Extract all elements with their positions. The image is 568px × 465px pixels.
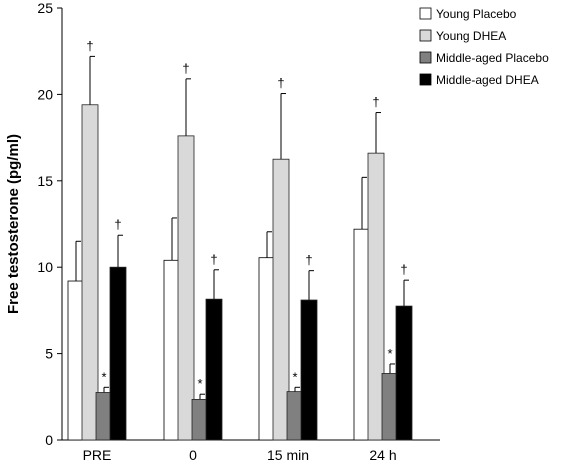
bar: [177, 135, 195, 441]
y-tick-label: 25: [37, 0, 53, 16]
bar: [272, 158, 290, 441]
legend-swatch: [419, 73, 432, 86]
x-tick-label: 0: [189, 447, 197, 463]
x-tick-label: 24 h: [369, 447, 396, 463]
y-tick-label: 20: [37, 86, 53, 102]
asterisk-marker: *: [292, 369, 297, 384]
bar: [367, 152, 385, 441]
dagger-marker: †: [210, 252, 217, 267]
legend-swatch: [419, 29, 432, 42]
y-tick-label: 0: [45, 432, 53, 448]
legend-swatch: [419, 7, 432, 20]
y-tick-label: 15: [37, 173, 53, 189]
dagger-marker: †: [372, 95, 379, 110]
legend-swatch: [419, 51, 432, 64]
legend-label: Middle-aged Placebo: [436, 51, 549, 65]
x-tick-label: 15 min: [267, 447, 309, 463]
bar: [67, 280, 85, 441]
dagger-marker: †: [182, 61, 189, 76]
asterisk-marker: *: [197, 376, 202, 391]
dagger-marker: †: [400, 262, 407, 277]
bar: [300, 299, 318, 441]
bars: † * † † * † † * † † * †: [67, 38, 413, 441]
y-tick-label: 5: [45, 346, 53, 362]
bar: [205, 298, 223, 441]
dagger-marker: †: [114, 217, 121, 232]
asterisk-marker: *: [387, 346, 392, 361]
legend-label: Middle-aged DHEA: [436, 73, 539, 87]
y-tick-label: 10: [37, 259, 53, 275]
asterisk-marker: *: [101, 369, 106, 384]
legend: Young Placebo Young DHEA Middle-aged Place…: [419, 7, 549, 87]
x-tick-labels: PRE 0 15 min 24 h: [83, 447, 397, 463]
bar: [81, 104, 99, 441]
y-axis-title: Free testosterone (pg/ml): [5, 134, 22, 314]
bar: [109, 266, 127, 441]
legend-label: Young DHEA: [436, 29, 506, 43]
bar: [395, 305, 413, 441]
dagger-marker: †: [277, 76, 284, 91]
y-ticks: 0 5 10 15 20 25: [37, 0, 62, 448]
legend-label: Young Placebo: [436, 7, 517, 21]
x-tick-label: PRE: [83, 447, 112, 463]
bar: [95, 392, 113, 441]
dagger-marker: †: [86, 38, 93, 53]
dagger-marker: †: [305, 253, 312, 268]
